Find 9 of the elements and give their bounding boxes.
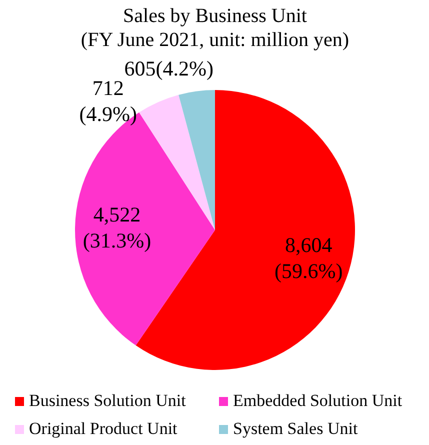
legend-label: Original Product Unit: [29, 418, 178, 438]
legend-label: Embedded Solution Unit: [233, 390, 402, 410]
legend-label: Business Solution Unit: [29, 390, 186, 410]
legend-label: System Sales Unit: [233, 418, 358, 438]
data-label: 8,604 (59.6%): [274, 232, 343, 283]
chart-title: Sales by Business Unit (FY June 2021, unit: million yen): [80, 5, 350, 51]
pie-slice: [139, 94, 215, 230]
data-label: 4,522 (31.3%): [82, 202, 152, 252]
pie-slice: [178, 90, 215, 230]
